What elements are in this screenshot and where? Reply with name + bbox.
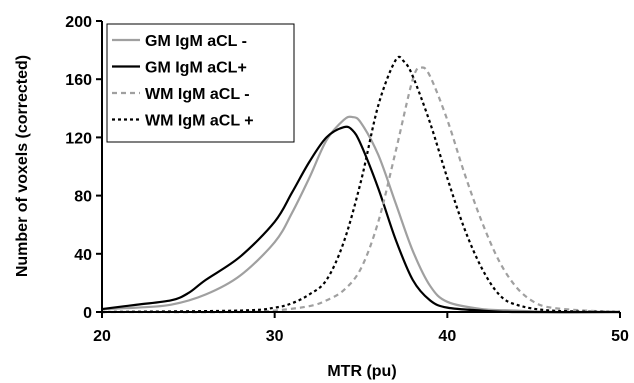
legend-label-1: GM IgM aCL - bbox=[145, 33, 247, 50]
axes: 0 40 80 120 160 200 20 30 40 50 bbox=[65, 14, 629, 345]
y-tick-label: 80 bbox=[74, 189, 92, 206]
legend-label-2: GM IgM aCL+ bbox=[145, 60, 247, 77]
y-tick-label: 200 bbox=[65, 14, 92, 31]
x-tick-label: 30 bbox=[266, 328, 284, 345]
y-tick-label: 40 bbox=[74, 247, 92, 264]
x-axis-title: MTR (pu) bbox=[327, 363, 396, 380]
legend-box bbox=[106, 23, 295, 143]
y-tick-label: 160 bbox=[65, 72, 92, 89]
series-line-4 bbox=[101, 55, 621, 314]
series-line-3 bbox=[101, 66, 621, 314]
legend: GM IgM aCL - GM IgM aCL+ WM IgM aCL - WM Ig… bbox=[106, 23, 295, 143]
legend-label-4: WM IgM aCL + bbox=[145, 113, 254, 130]
x-tick-label: 20 bbox=[93, 328, 111, 345]
series-line-1 bbox=[101, 115, 621, 314]
legend-label-3: WM IgM aCL - bbox=[145, 86, 250, 103]
plot-area bbox=[101, 55, 621, 314]
x-tick-label: 40 bbox=[438, 328, 456, 345]
x-tick-label: 50 bbox=[611, 328, 629, 345]
y-axis-title: Number of voxels (corrected) bbox=[14, 55, 31, 277]
series-line-2 bbox=[101, 125, 621, 314]
y-tick-label: 0 bbox=[83, 305, 92, 322]
y-tick-label: 120 bbox=[65, 130, 92, 147]
